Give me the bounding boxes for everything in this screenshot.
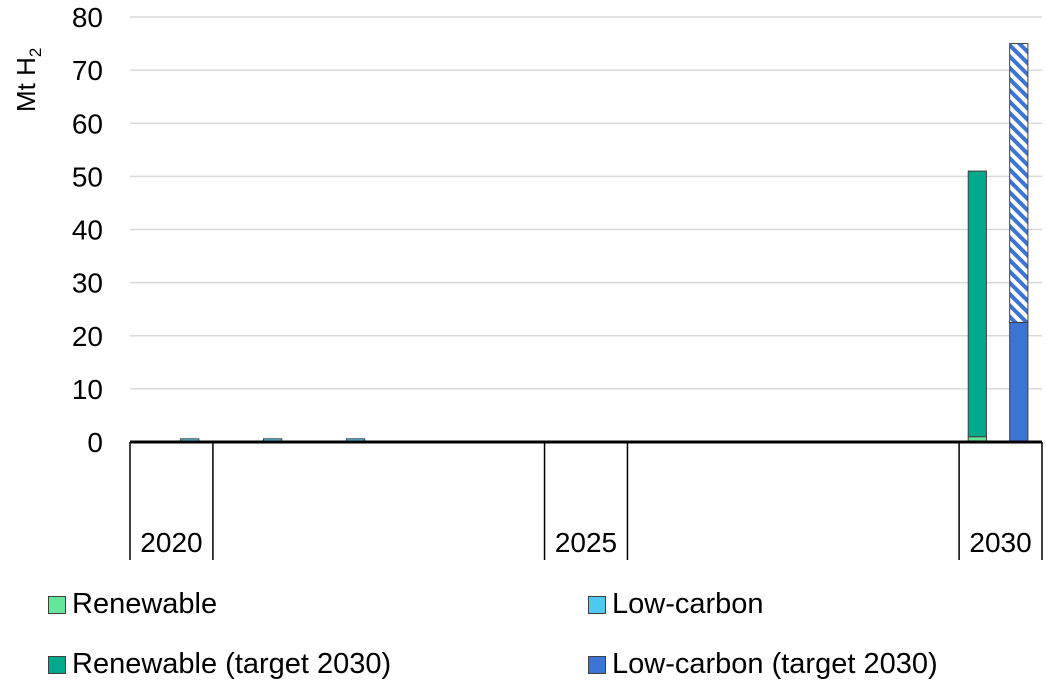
legend-swatch-low-carbon-target [588, 655, 606, 674]
legend-item-renewable-target: Renewable (target 2030) [48, 648, 391, 681]
y-tick-label: 10 [72, 374, 103, 405]
y-tick-labels: 0 10 20 30 40 50 60 70 80 [72, 2, 103, 458]
axes [129, 440, 1043, 560]
x-tick-label: 2030 [969, 527, 1031, 558]
bar-segment-target-gap [1009, 43, 1029, 323]
legend-label-renewable: Renewable [72, 588, 218, 620]
legend-item-renewable: Renewable [48, 588, 217, 621]
legend-swatch-renewable-target [48, 655, 66, 674]
y-tick-label: 60 [72, 108, 103, 139]
y-axis-label: Mt H2 [11, 48, 45, 112]
y-tick-label: 80 [72, 2, 103, 33]
legend-label-renewable-target: Renewable (target 2030) [72, 648, 392, 680]
bar-segment-low-carbon-target-2030 [1009, 321, 1029, 443]
legend-item-low-carbon: Low-carbon [588, 588, 764, 621]
y-tick-label: 50 [72, 161, 103, 192]
x-tick-labels: 2020 2025 2030 [140, 527, 1031, 558]
legend: Renewable Low-carbon Renewable (target 2… [48, 588, 1046, 688]
legend-label-low-carbon-target: Low-carbon (target 2030) [612, 648, 938, 680]
legend-item-low-carbon-target: Low-carbon (target 2030) [588, 648, 938, 681]
x-tick-label: 2020 [140, 527, 202, 558]
gridlines [130, 16, 1042, 390]
y-tick-label: 70 [72, 55, 103, 86]
legend-label-low-carbon: Low-carbon [612, 588, 764, 620]
x-tick-label: 2025 [555, 527, 617, 558]
y-tick-label: 40 [72, 215, 103, 246]
y-tick-label: 30 [72, 268, 103, 299]
y-tick-label: 20 [72, 321, 103, 352]
bars [138, 43, 1029, 443]
y-tick-label: 0 [87, 427, 103, 458]
bar-segment-renewable-target-2030 [967, 170, 987, 438]
legend-swatch-renewable [48, 595, 66, 614]
legend-swatch-low-carbon [588, 595, 606, 614]
